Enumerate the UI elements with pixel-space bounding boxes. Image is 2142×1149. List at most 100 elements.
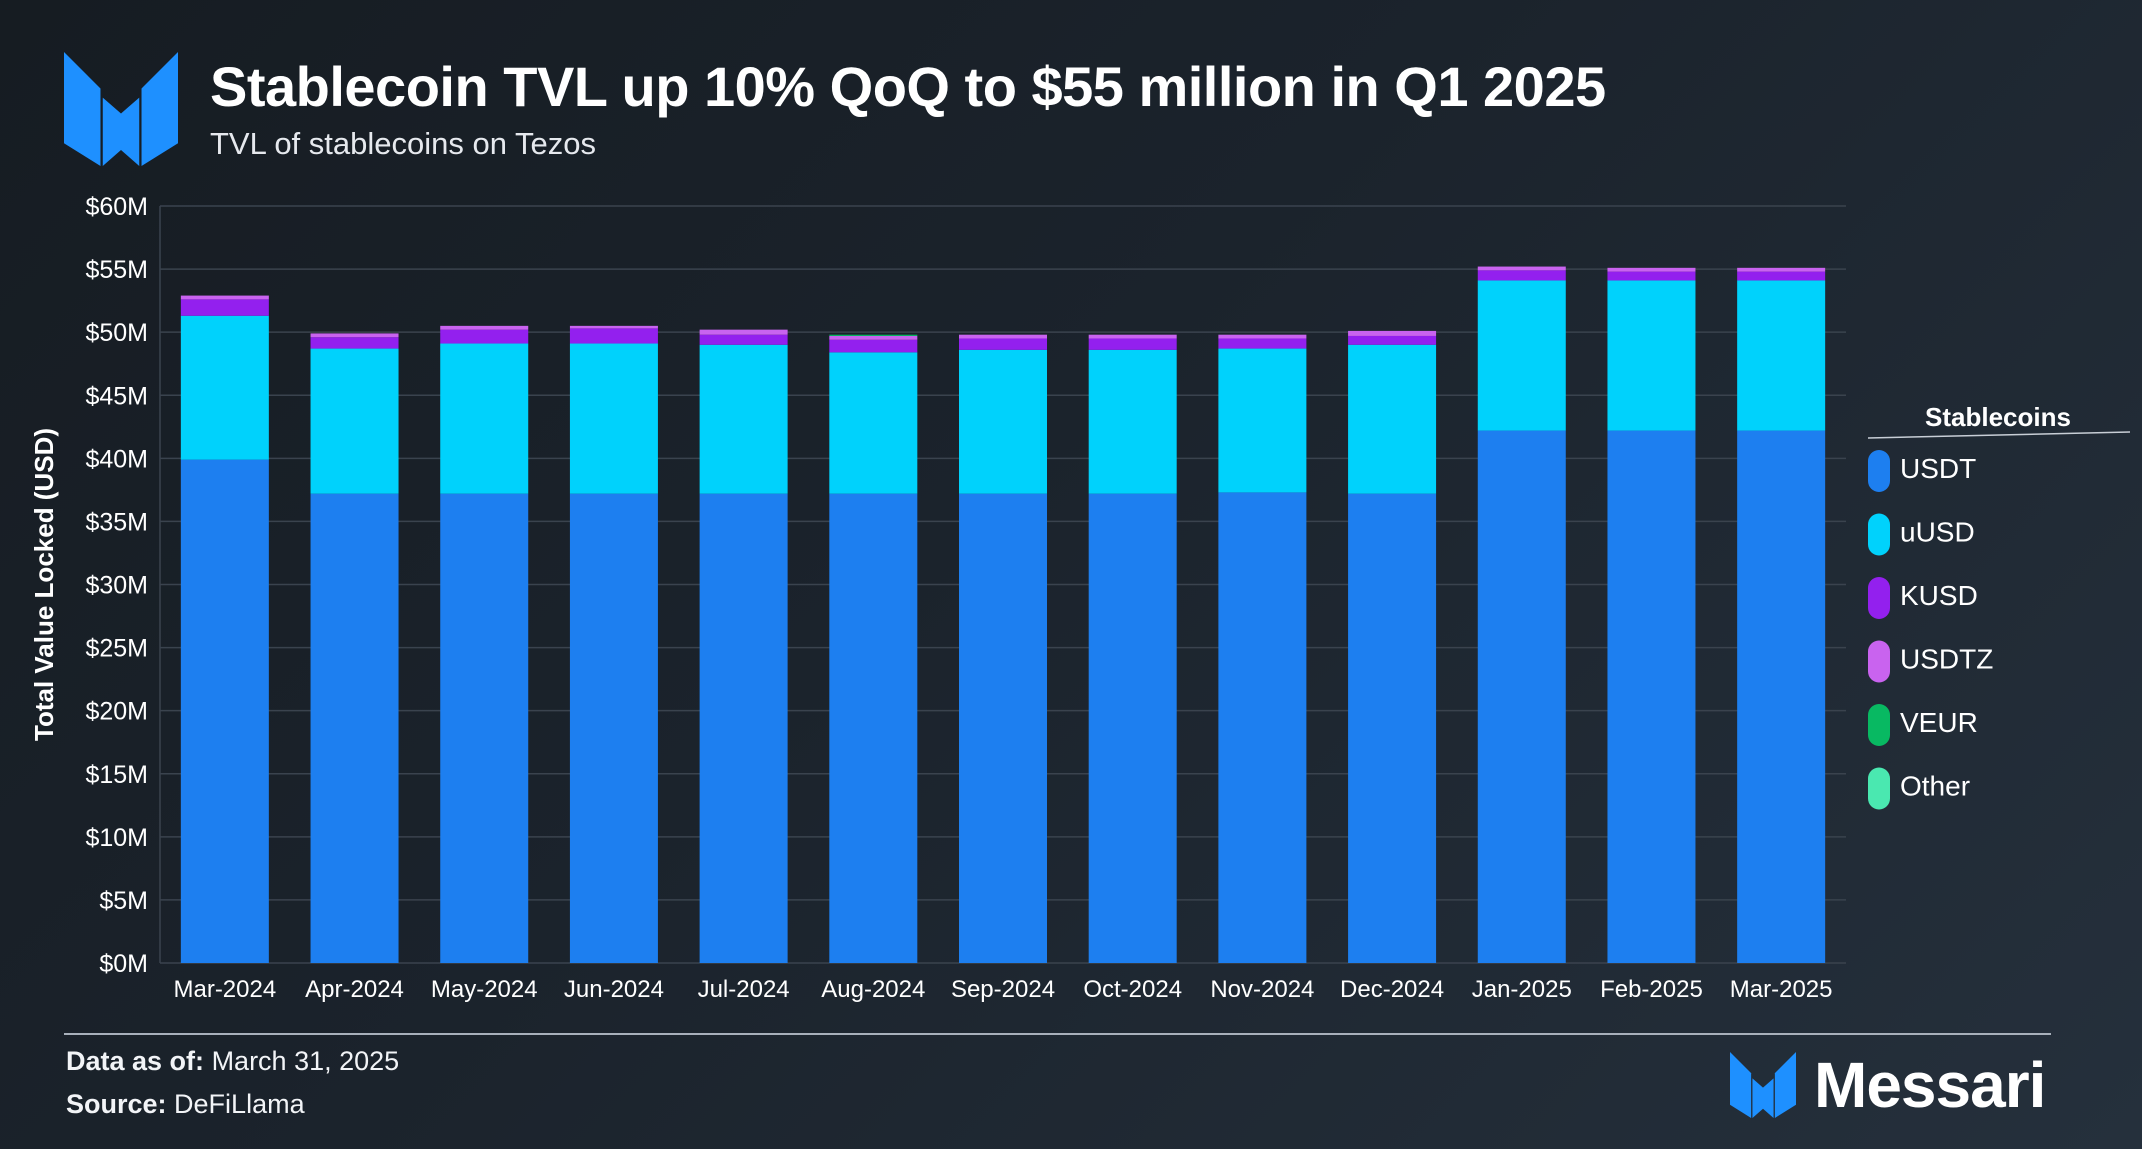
bar-segment-kusd [569, 328, 658, 344]
bar-segment-uusd [699, 344, 788, 494]
y-tick-label: $25M [85, 635, 148, 663]
stacked-bar-chart: $0M $5M $10M $15M $20M $25M $30M $35M $40M $45M $5… [29, 193, 2131, 1003]
bar-segment-kusd [1218, 338, 1307, 349]
legend-label: USDT [1900, 453, 1976, 484]
x-tick-label: Aug-2024 [821, 976, 925, 1003]
footer-divider [64, 1033, 2051, 1035]
x-tick-label: Mar-2024 [173, 976, 276, 1003]
bar-segment-uusd [180, 315, 269, 460]
bar-segment-uusd [1088, 349, 1177, 494]
bar-segment-uusd [1348, 344, 1437, 494]
y-tick-label: $30M [85, 572, 148, 600]
x-tick-label: Mar-2025 [1730, 976, 1833, 1003]
bar-segment-usdt [180, 459, 269, 963]
bar-segment-usdtz [1477, 266, 1566, 271]
bar-segment-uusd [569, 343, 658, 494]
bar-segment-usdt [440, 493, 529, 963]
legend-swatch [1868, 450, 1890, 492]
bar-segment-usdtz [1348, 330, 1437, 336]
bar-segment-uusd [310, 348, 399, 494]
bar-segment-usdt [829, 493, 918, 963]
y-tick-label: $60M [85, 193, 148, 221]
y-tick-label: $45M [85, 382, 148, 410]
x-tick-label: Jan-2025 [1472, 976, 1572, 1003]
y-tick-label: $35M [85, 508, 148, 536]
source-value: DeFiLlama [174, 1089, 305, 1119]
bar-segment-usdt [310, 493, 399, 963]
bar-segment-usdt [569, 493, 658, 963]
bar-segment-usdtz [569, 325, 658, 329]
bar-segment-kusd [1607, 271, 1696, 281]
y-tick-label: $5M [99, 887, 148, 915]
x-tick-label: Dec-2024 [1340, 976, 1444, 1003]
bar-segment-usdt [1218, 492, 1307, 963]
legend-swatch [1868, 640, 1890, 683]
data-as-of-label: Data as of: [66, 1046, 205, 1076]
legend-label: KUSD [1900, 580, 1978, 611]
y-tick-label: $10M [85, 824, 148, 852]
chart-subtitle: TVL of stablecoins on Tezos [210, 126, 597, 161]
bar-segment-usdt [1737, 430, 1826, 963]
bar-segment-kusd [1088, 338, 1177, 350]
bar-segment-uusd [1218, 348, 1307, 493]
bar-segment-usdtz [699, 329, 788, 335]
legend-title: Stablecoins [1925, 402, 2071, 432]
bar-segment-kusd [1477, 270, 1566, 281]
x-tick-label: Nov-2024 [1210, 976, 1314, 1003]
bar-segment-uusd [1607, 280, 1696, 431]
bar-segment-uusd [829, 352, 918, 494]
x-tick-label: Feb-2025 [1600, 976, 1703, 1003]
bar-segment-usdtz [829, 335, 918, 340]
bar-segment-usdt [699, 493, 788, 963]
bar-segment-usdtz [1218, 334, 1307, 339]
messari-logo-icon [64, 52, 178, 166]
legend-label: uUSD [1900, 517, 1975, 548]
x-tick-label: Sep-2024 [951, 976, 1055, 1003]
x-tick-label: Jul-2024 [698, 976, 790, 1003]
bar-segment-kusd [699, 334, 788, 345]
bar-segment-kusd [1737, 271, 1826, 281]
chart-title: Stablecoin TVL up 10% QoQ to $55 million… [210, 55, 1606, 118]
x-tick-label: Jun-2024 [564, 976, 664, 1003]
bar-segment-usdt [959, 493, 1047, 963]
legend-swatch [1868, 704, 1890, 746]
bar-segment-usdtz [310, 333, 399, 338]
messari-brand: Messari [1730, 1049, 2046, 1121]
source-label: Source: [66, 1089, 167, 1119]
legend-swatch [1868, 577, 1890, 619]
data-as-of: Data as of: March 31, 2025 [66, 1046, 399, 1077]
bar-segment-usdtz [440, 325, 529, 330]
x-tick-label: Oct-2024 [1083, 976, 1182, 1003]
bar-segment-usdtz [1737, 267, 1826, 272]
x-tick-label: Apr-2024 [305, 976, 404, 1003]
y-tick-label: $50M [85, 319, 148, 347]
bar-segment-uusd [440, 343, 529, 494]
bar-segment-kusd [440, 329, 529, 344]
bar-segment-kusd [829, 339, 918, 353]
bar-segment-uusd [1477, 280, 1566, 431]
bar-segment-usdt [1607, 430, 1696, 963]
y-tick-label: $40M [85, 445, 148, 473]
bar-segment-kusd [310, 337, 399, 349]
legend-label: USDTZ [1900, 644, 1993, 675]
y-tick-label: $20M [85, 698, 148, 726]
y-axis-title: Total Value Locked (USD) [29, 428, 59, 741]
bar-segment-uusd [1737, 280, 1826, 431]
legend-label: VEUR [1900, 707, 1978, 738]
bar-segment-uusd [959, 349, 1047, 494]
messari-brand-icon [1730, 1052, 1796, 1118]
legend-swatch [1868, 767, 1890, 810]
bar-segment-usdt [1088, 493, 1177, 963]
bar-segment-kusd [180, 299, 269, 316]
x-tick-label: May-2024 [431, 976, 538, 1003]
legend-swatch [1868, 513, 1890, 556]
bar-segment-usdtz [959, 334, 1047, 339]
bar-segment-veur [829, 334, 918, 336]
y-tick-label: $0M [99, 950, 148, 978]
bar-segment-usdtz [1607, 267, 1696, 272]
bar-segment-usdt [1477, 430, 1566, 963]
bar-segment-usdt [1348, 493, 1437, 963]
bar-segment-kusd [1348, 335, 1437, 345]
bar-segment-usdtz [180, 295, 269, 300]
data-as-of-value: March 31, 2025 [211, 1046, 400, 1076]
